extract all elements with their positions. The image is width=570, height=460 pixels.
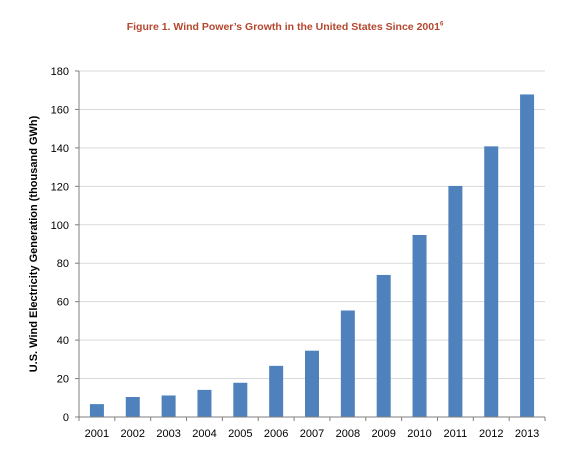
y-tick-label: 60 (57, 297, 69, 309)
y-tick-label: 40 (57, 335, 69, 347)
x-tick-label: 2013 (515, 428, 539, 440)
bar-2013 (520, 94, 535, 417)
bar-2005 (233, 382, 248, 417)
gridlines (79, 70, 545, 380)
x-tick-label: 2005 (228, 428, 252, 440)
y-tick-label: 140 (51, 143, 69, 155)
chart-title: Figure 1. Wind Power’s Growth in the Uni… (0, 21, 570, 33)
x-tick-label: 2003 (156, 428, 180, 440)
x-tick-label: 2011 (444, 428, 468, 440)
bar-2004 (197, 389, 212, 417)
bar-2008 (340, 310, 355, 417)
y-tick-label: 180 (51, 66, 69, 78)
bar-2010 (412, 234, 427, 417)
bar-2001 (89, 404, 104, 417)
bar-2011 (448, 185, 463, 417)
y-tick-label: 120 (51, 181, 69, 193)
title-footnote: 6 (439, 21, 444, 28)
x-tick-label: 2009 (371, 428, 395, 440)
x-tick-label: 2008 (336, 428, 360, 440)
x-tick-label: 2004 (192, 428, 216, 440)
x-tick-label: 2012 (479, 428, 503, 440)
x-tick-label: 2001 (85, 428, 109, 440)
y-tick-label: 20 (57, 374, 69, 386)
x-tick-label: 2007 (300, 428, 324, 440)
chart-title-text: Figure 1. Wind Power’s Growth in the Uni… (126, 21, 440, 33)
x-axis-ticks: 2001 2002 2003 2004 2005 2006 2007 2008 2009 2010… (78, 417, 546, 440)
bar-2002 (125, 397, 140, 417)
x-tick-label: 2010 (407, 428, 431, 440)
bar-2003 (161, 395, 176, 417)
bars (89, 94, 535, 417)
y-tick-label: 0 (63, 412, 69, 424)
y-axis-ticks: 0 20 40 60 80 100 120 140 160 180 (51, 66, 79, 424)
bar-2012 (484, 146, 499, 417)
bar-2007 (305, 350, 319, 417)
y-tick-label: 100 (51, 220, 69, 232)
x-tick-label: 2002 (121, 428, 145, 440)
x-tick-label: 2006 (264, 428, 288, 440)
y-tick-label: 80 (57, 258, 69, 270)
y-axis-label: U.S. Wind Electricity Generation (thousa… (28, 115, 40, 372)
bar-2009 (376, 274, 391, 417)
y-tick-label: 160 (51, 104, 69, 116)
bar-2006 (269, 365, 284, 417)
